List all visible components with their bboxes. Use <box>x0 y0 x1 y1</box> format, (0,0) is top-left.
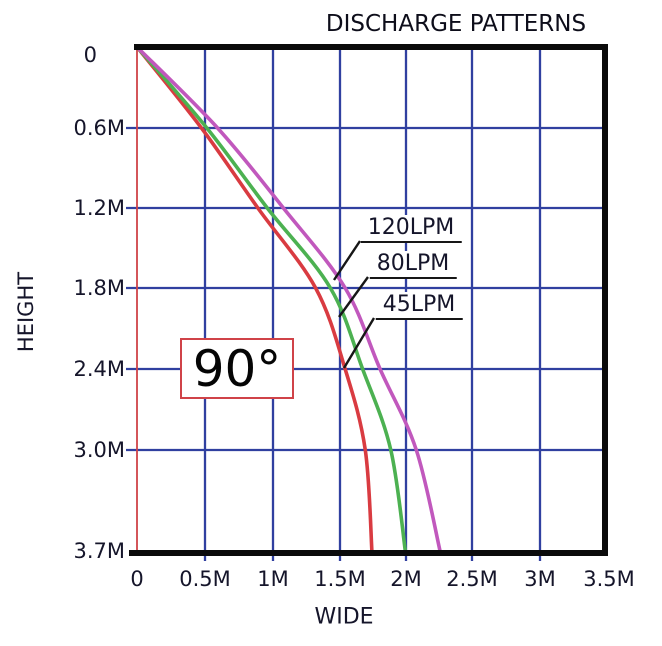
x-tick-1-5m: 1.5M <box>314 567 366 591</box>
x-tick-3-5m: 3.5M <box>583 567 635 591</box>
curve-45lpm <box>135 45 374 555</box>
x-tick-2m: 2M <box>390 567 422 591</box>
discharge-curves <box>135 45 443 555</box>
plot-border <box>129 44 608 556</box>
y-tick-0-6m: 0.6M <box>73 116 125 140</box>
y-tick-3-0m: 3.0M <box>73 438 125 462</box>
x-tick-2-5m: 2.5M <box>446 567 498 591</box>
chart-title: DISCHARGE PATTERNS <box>325 11 587 37</box>
x-tick-0: 0 <box>130 567 144 591</box>
series-label-80lpm: 80LPM <box>369 251 457 279</box>
series-label-45lpm: 45LPM <box>375 292 463 320</box>
callout-leader-lines <box>333 240 376 369</box>
curve-120lpm <box>135 45 443 555</box>
x-tick-3m: 3M <box>524 567 556 591</box>
y-tick-1-2m: 1.2M <box>73 196 125 220</box>
y-tick-0: 0 <box>83 43 97 67</box>
x-tick-1m: 1M <box>257 567 289 591</box>
x-tick-0-5m: 0.5M <box>179 567 231 591</box>
x-axis-title: WIDE <box>314 604 374 630</box>
y-tick-1-8m: 1.8M <box>73 276 125 300</box>
angle-annotation-box: 90° <box>180 338 294 399</box>
series-label-120lpm: 120LPM <box>360 215 462 243</box>
y-tick-3-7m: 3.7M <box>73 539 125 563</box>
y-tick-2-4m: 2.4M <box>73 357 125 381</box>
angle-value: 90° <box>192 339 282 398</box>
curve-80lpm <box>135 45 408 555</box>
